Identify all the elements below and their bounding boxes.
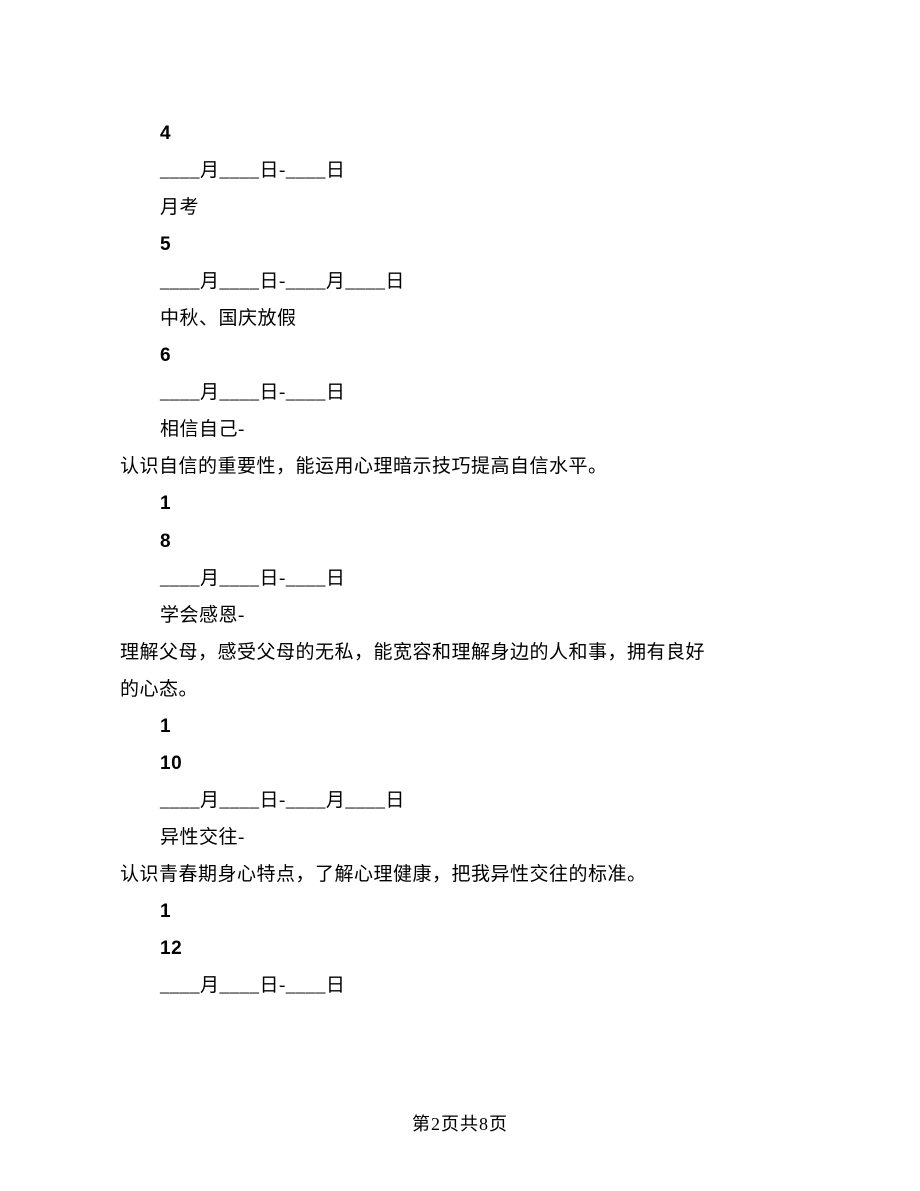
document-content: 4____月____日-____日月考5____月____日-____月____… xyxy=(120,115,800,1004)
text-line: ____月____日-____日 xyxy=(120,967,800,1004)
text-line: 的心态。 xyxy=(120,671,800,708)
text-line: 认识自信的重要性，能运用心理暗示技巧提高自信水平。 xyxy=(120,448,800,485)
text-line: 1 xyxy=(120,485,800,522)
text-line: 1 xyxy=(120,708,800,745)
text-line: 8 xyxy=(120,523,800,560)
text-line: 4 xyxy=(120,115,800,152)
text-line: 异性交往- xyxy=(120,819,800,856)
text-line: ____月____日-____日 xyxy=(120,152,800,189)
text-line: 12 xyxy=(120,930,800,967)
text-line: 理解父母，感受父母的无私，能宽容和理解身边的人和事，拥有良好 xyxy=(120,634,800,671)
document-page: 4____月____日-____日月考5____月____日-____月____… xyxy=(0,0,920,1004)
text-line: 学会感恩- xyxy=(120,597,800,634)
text-line: ____月____日-____日 xyxy=(120,560,800,597)
text-line: 6 xyxy=(120,337,800,374)
text-line: 5 xyxy=(120,226,800,263)
page-number-footer: 第2页共8页 xyxy=(0,1110,920,1136)
text-line: 月考 xyxy=(120,189,800,226)
text-line: ____月____日-____月____日 xyxy=(120,263,800,300)
text-line: 认识青春期身心特点，了解心理健康，把我异性交往的标准。 xyxy=(120,856,800,893)
text-line: 相信自己- xyxy=(120,411,800,448)
text-line: ____月____日-____月____日 xyxy=(120,782,800,819)
text-line: ____月____日-____日 xyxy=(120,374,800,411)
text-line: 中秋、国庆放假 xyxy=(120,300,800,337)
text-line: 1 xyxy=(120,893,800,930)
text-line: 10 xyxy=(120,745,800,782)
